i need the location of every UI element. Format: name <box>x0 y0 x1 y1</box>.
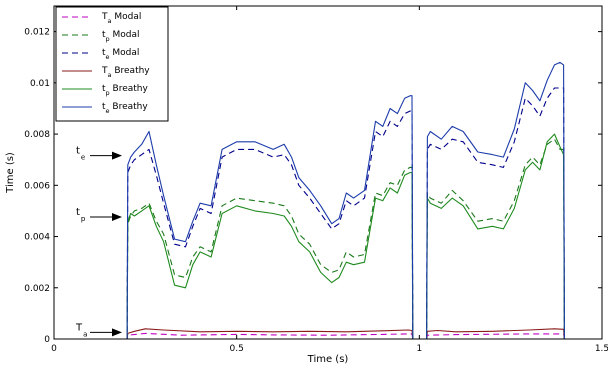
legend-item: tp Breathy <box>62 84 148 97</box>
legend-label: te Modal <box>102 48 139 61</box>
legend-rest: Breathy <box>110 84 149 94</box>
y-tick-label: 0 <box>44 335 50 345</box>
annotation-tp: tp <box>76 207 122 223</box>
series-line-2 <box>54 87 602 340</box>
legend-item: tp Modal <box>62 30 140 43</box>
y-tick-label: 0.004 <box>24 233 50 243</box>
annotation-label: te <box>76 146 85 162</box>
annotation-label: tp <box>76 207 86 223</box>
annotation-te: te <box>76 146 122 162</box>
legend: Ta Modal tp Modal te Modal Ta Breathy tp Bre… <box>55 6 169 122</box>
plot-frame <box>53 5 603 340</box>
legend-subscript: e <box>106 107 110 115</box>
annotation-arrowhead <box>112 213 122 222</box>
series-line-1 <box>54 138 602 340</box>
legend-item: Ta Breathy <box>62 66 150 79</box>
legend-item: Ta Modal <box>62 12 141 25</box>
legend-subscript: p <box>106 35 110 43</box>
legend-label: tp Breathy <box>102 84 148 97</box>
axes-layer: 0 0.5 1 1.5 0 0.002 0.004 0.006 0.008 0.01 0.012 <box>24 6 608 354</box>
series-line-4 <box>54 133 602 340</box>
x-tick-label: 0 <box>51 344 57 354</box>
series-line-3 <box>54 328 602 340</box>
x-tick-label: 0.5 <box>230 344 244 354</box>
series-line-0 <box>54 332 602 340</box>
annotation-subscript: a <box>83 330 87 338</box>
x-tick-label: 1.5 <box>595 344 608 354</box>
legend-rest: Breathy <box>111 66 150 76</box>
annotation-arrowhead <box>112 151 122 160</box>
y-tick-label: 0.002 <box>24 284 50 294</box>
y-tick-label: 0.012 <box>24 28 50 38</box>
legend-rest: Modal <box>111 12 141 22</box>
legend-label: Ta Breathy <box>101 66 150 79</box>
legend-label: Ta Modal <box>101 12 141 25</box>
y-tick-label: 0.006 <box>24 181 50 191</box>
annotation-label: Ta <box>75 322 87 338</box>
legend-subscript: p <box>106 89 110 97</box>
legend-item: te Breathy <box>62 102 148 115</box>
x-axis-label: Time (s) <box>307 354 349 365</box>
legend-rest: Modal <box>110 30 140 40</box>
legend-label: tp Modal <box>102 30 140 43</box>
y-tick-label: 0.008 <box>24 130 50 140</box>
series-layer <box>54 61 602 340</box>
y-axis-label: Time (s) <box>5 152 16 194</box>
legend-subscript: a <box>108 17 112 25</box>
legend-box <box>55 6 169 122</box>
legend-rest: Modal <box>110 48 140 58</box>
legend-subscript: e <box>106 53 110 61</box>
series-line-5 <box>54 61 602 340</box>
annotation-subscript: e <box>81 154 85 162</box>
annotation-arrowhead <box>112 328 122 337</box>
x-tick-label: 1 <box>416 344 422 354</box>
y-tick-label: 0.01 <box>30 79 50 89</box>
annotation-Ta: Ta <box>75 322 122 338</box>
legend-label: te Breathy <box>102 102 148 115</box>
annotation-subscript: p <box>81 215 86 223</box>
legend-subscript: a <box>108 71 112 79</box>
annotation-layer: te tp Ta <box>75 146 122 338</box>
legend-item: te Modal <box>62 48 139 61</box>
legend-rest: Breathy <box>110 102 149 112</box>
